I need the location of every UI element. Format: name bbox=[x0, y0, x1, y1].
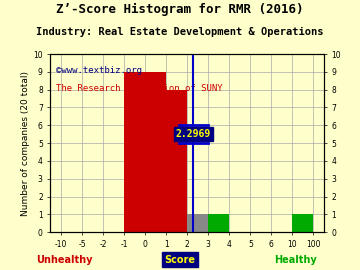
Text: Healthy: Healthy bbox=[274, 255, 316, 265]
Y-axis label: Number of companies (20 total): Number of companies (20 total) bbox=[21, 70, 30, 216]
Bar bbox=[187, 214, 208, 232]
Text: Unhealthy: Unhealthy bbox=[37, 255, 93, 265]
Bar bbox=[166, 90, 187, 232]
Text: 2.2969: 2.2969 bbox=[176, 129, 211, 139]
Bar bbox=[124, 72, 166, 232]
Bar bbox=[292, 214, 314, 232]
Text: Z’-Score Histogram for RMR (2016): Z’-Score Histogram for RMR (2016) bbox=[56, 3, 304, 16]
Text: ©www.textbiz.org: ©www.textbiz.org bbox=[56, 66, 142, 76]
Bar bbox=[208, 214, 229, 232]
Text: Industry: Real Estate Development & Operations: Industry: Real Estate Development & Oper… bbox=[36, 27, 324, 37]
Text: Score: Score bbox=[165, 255, 195, 265]
Text: The Research Foundation of SUNY: The Research Foundation of SUNY bbox=[56, 84, 222, 93]
